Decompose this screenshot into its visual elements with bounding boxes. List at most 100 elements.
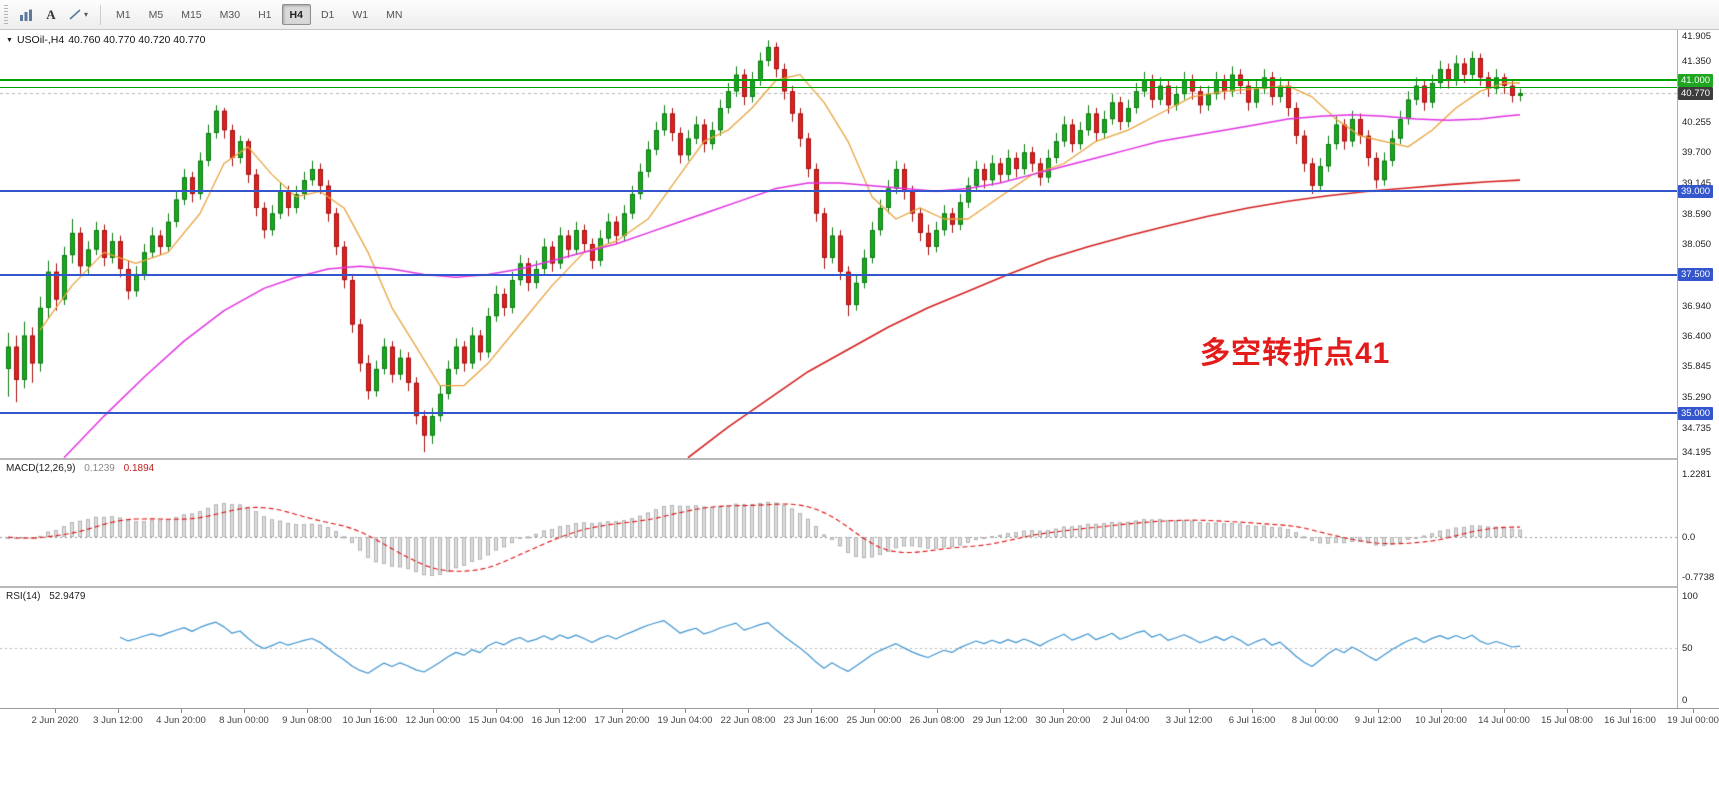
time-axis-label: 2 Jul 04:00: [1102, 715, 1150, 726]
price-axis-tick: 41.905: [1682, 31, 1712, 42]
time-axis-label: 3 Jul 12:00: [1165, 715, 1213, 726]
time-axis-label: 9 Jul 12:00: [1354, 715, 1402, 726]
time-axis-tick: [1189, 709, 1190, 713]
time-axis-label: 10 Jul 20:00: [1415, 715, 1467, 726]
symbol-dropdown-icon[interactable]: ▼: [6, 36, 13, 44]
price-scale[interactable]: 41.905 41.350 40.255 39.700 39.145 38.590 38.0…: [1677, 30, 1719, 708]
pane-separator[interactable]: [0, 586, 1719, 588]
chart-region: ▼ USOil-,H4 40.760 40.770 40.720 40.770 …: [0, 30, 1719, 797]
price-axis-tick: 40.255: [1682, 116, 1712, 128]
horizontal-level-line[interactable]: [0, 412, 1677, 415]
timeframe-m30-button[interactable]: M30: [212, 4, 248, 25]
horizontal-level-line[interactable]: [0, 79, 1677, 82]
time-axis-tick: [55, 709, 56, 713]
time-axis-label: 17 Jun 20:00: [594, 715, 650, 726]
macd-chart-canvas[interactable]: [0, 460, 1677, 586]
price-axis-tick: 39.145: [1682, 178, 1712, 190]
time-axis-tick: [1063, 709, 1064, 713]
time-axis-tick: [181, 709, 182, 713]
ohlc-values: 40.760 40.770 40.720 40.770: [68, 34, 206, 46]
macd-axis-tick: 0.0: [1682, 532, 1696, 543]
rsi-chart-canvas[interactable]: [0, 588, 1677, 708]
rsi-axis-tick: 50: [1682, 643, 1693, 654]
time-axis-tick: [685, 709, 686, 713]
time-axis-tick: [1126, 709, 1127, 713]
chart-annotation-text[interactable]: 多空转折点41: [1200, 337, 1391, 370]
price-axis-badge: 37.500: [1678, 268, 1714, 282]
timeframe-m5-button[interactable]: M5: [141, 4, 172, 25]
toolbar-grip[interactable]: [4, 4, 8, 25]
draw-tools-button[interactable]: ▾: [64, 4, 93, 25]
horizontal-level-line[interactable]: [0, 273, 1677, 276]
rsi-pane: RSI(14) 52.9479: [0, 588, 1677, 708]
time-axis-tick: [622, 709, 623, 713]
macd-pane: MACD(12,26,9) 0.1239 0.1894: [0, 460, 1677, 586]
time-axis-label: 9 Jun 08:00: [282, 715, 332, 726]
time-axis-tick: [1000, 709, 1001, 713]
time-axis-label: 26 Jun 08:00: [909, 715, 965, 726]
horizontal-level-line[interactable]: [0, 86, 1677, 88]
time-axis-tick: [244, 709, 245, 713]
time-axis-tick: [433, 709, 434, 713]
timeframe-m1-button[interactable]: M1: [108, 4, 139, 25]
toolbar-separator: [100, 4, 102, 25]
toolbar: A ▾ M1 M5 M15 M30 H1 H4 D1 W1 MN: [0, 0, 1719, 30]
symbol-name: USOil-,H4: [16, 34, 65, 46]
time-axis-tick: [1378, 709, 1379, 713]
price-axis-tick: 35.290: [1682, 392, 1712, 404]
macd-value-1: 0.1239: [84, 463, 115, 474]
time-axis-label: 30 Jun 20:00: [1035, 715, 1091, 726]
time-axis-label: 16 Jun 12:00: [531, 715, 587, 726]
time-axis-label: 15 Jun 04:00: [468, 715, 524, 726]
time-axis-label: 12 Jun 00:00: [405, 715, 461, 726]
time-axis-tick: [937, 709, 938, 713]
rsi-value: 52.9479: [49, 591, 86, 602]
time-axis-tick: [1567, 709, 1568, 713]
macd-label: MACD(12,26,9) 0.1239 0.1894: [6, 463, 154, 474]
trendline-icon: [69, 9, 81, 20]
price-axis-badge: 41.000: [1678, 73, 1714, 87]
time-axis-label: 4 Jun 20:00: [156, 715, 206, 726]
timeframe-m15-button[interactable]: M15: [173, 4, 209, 25]
time-axis-tick: [559, 709, 560, 713]
time-axis-tick: [370, 709, 371, 713]
time-axis[interactable]: 2 Jun 2020 3 Jun 12:00 4 Jun 20:00 8 Jun 00…: [0, 708, 1719, 733]
bar-chart-icon: [20, 9, 32, 21]
price-axis-tick: 38.590: [1682, 209, 1712, 221]
price-axis-tick: 34.195: [1682, 447, 1712, 458]
time-axis-tick: [1504, 709, 1505, 713]
candlestick-chart-canvas[interactable]: [0, 30, 1677, 458]
time-axis-label: 15 Jul 08:00: [1541, 715, 1593, 726]
price-axis-badge: 35.000: [1678, 406, 1714, 420]
time-axis-label: 29 Jun 12:00: [972, 715, 1028, 726]
time-axis-tick: [496, 709, 497, 713]
macd-axis-tick: 1.2281: [1682, 469, 1712, 480]
horizontal-level-line[interactable]: [0, 190, 1677, 193]
rsi-axis-tick: 100: [1682, 591, 1698, 602]
bar-chart-button[interactable]: [14, 4, 38, 25]
macd-name: MACD(12,26,9): [6, 463, 76, 474]
macd-value-2: 0.1894: [123, 463, 155, 474]
main-price-pane: ▼ USOil-,H4 40.760 40.770 40.720 40.770 …: [0, 30, 1677, 458]
letter-a-button[interactable]: A: [40, 4, 62, 25]
price-axis-tick: 34.735: [1682, 423, 1712, 435]
timeframe-mn-button[interactable]: MN: [378, 4, 410, 25]
pane-separator[interactable]: [0, 458, 1719, 460]
time-axis-label: 16 Jul 16:00: [1604, 715, 1656, 726]
price-axis-tick: 35.845: [1682, 361, 1712, 373]
rsi-name: RSI(14): [6, 591, 41, 602]
time-axis-label: 22 Jun 08:00: [720, 715, 776, 726]
timeframe-w1-button[interactable]: W1: [344, 4, 376, 25]
symbol-ohlc-label: ▼ USOil-,H4 40.760 40.770 40.720 40.770: [6, 34, 205, 46]
time-axis-tick: [118, 709, 119, 713]
timeframe-d1-button[interactable]: D1: [313, 4, 342, 25]
letter-a-icon: A: [46, 6, 56, 22]
time-axis-tick: [874, 709, 875, 713]
time-axis-tick: [1630, 709, 1631, 713]
price-axis-tick: 39.700: [1682, 147, 1712, 159]
time-axis-label: 3 Jun 12:00: [93, 715, 143, 726]
price-axis-tick: 36.400: [1682, 330, 1712, 342]
time-axis-tick: [1315, 709, 1316, 713]
timeframe-h1-button[interactable]: H1: [250, 4, 279, 25]
timeframe-h4-button[interactable]: H4: [281, 4, 311, 25]
